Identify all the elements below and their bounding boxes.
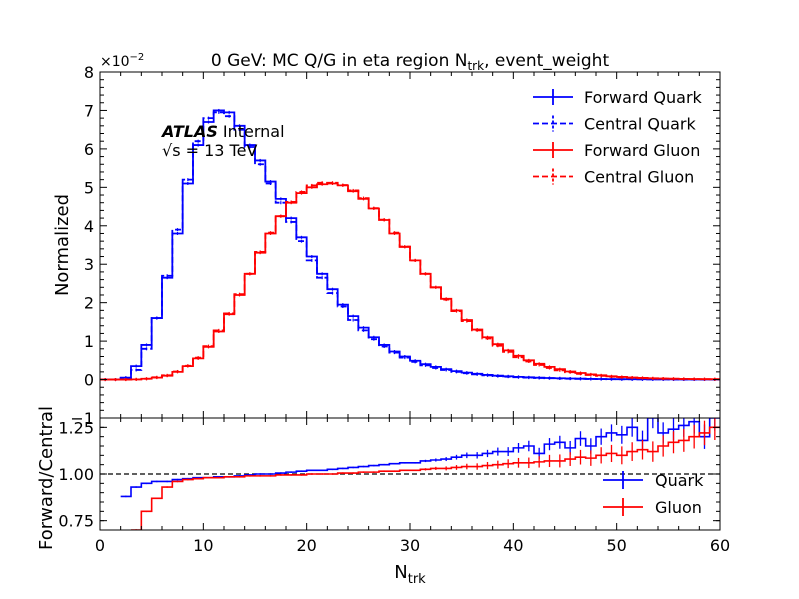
ratio-y-tick-label: 0.75 (58, 512, 94, 531)
ratio-legend-entry: Gluon (603, 498, 702, 517)
y-tick-label: 2 (84, 294, 94, 313)
y-tick-label: −1 (70, 409, 94, 428)
series-forward-gluon (100, 181, 720, 382)
ratio-y-tick-label: 1.25 (58, 418, 94, 437)
y-tick-label: 3 (84, 255, 94, 274)
main-legend: Forward Quark Central Quark Forward Gluon C… (533, 88, 703, 187)
energy-label: √s = 13 TeV (162, 141, 257, 160)
x-tick-label: 20 (296, 536, 316, 555)
y-axis-label: Normalized (52, 194, 73, 296)
main-panel: −1 0 1 2 3 4 5 6 7 8 (70, 63, 721, 428)
legend-label: Central Quark (584, 115, 696, 134)
ratio-line (120, 418, 720, 498)
y-tick-label: 0 (84, 371, 94, 390)
x-axis-label: Ntrk (394, 562, 426, 587)
y-tick-label: 5 (84, 178, 94, 197)
chart-title: 0 GeV: MC Q/G in eta region Ntrk, event_… (211, 51, 610, 73)
y-tick-label: 6 (84, 140, 94, 159)
x-tick-label: 30 (400, 536, 420, 555)
series-line (100, 182, 720, 381)
ratio-panel-frame (99, 417, 721, 531)
legend-label: Quark (655, 471, 704, 490)
x-tick-label: 40 (503, 536, 523, 555)
y-tick-label: 8 (84, 63, 94, 82)
legend-entry: Central Gluon (533, 168, 694, 187)
ratio-legend: Quark Gluon (603, 471, 704, 517)
ratio-y-axis-label: Forward/Central (36, 406, 57, 550)
ratio-panel: 0.75 1.00 1.25 0 10 20 30 40 50 60 (58, 417, 730, 555)
ratio-y-tick-label: 1.00 (58, 465, 94, 484)
y-tick-label: 4 (84, 217, 94, 236)
atlas-label: ATLAS Internal (160, 122, 285, 141)
legend-label: Forward Quark (584, 88, 703, 107)
legend-entry: Central Quark (533, 115, 696, 134)
ratio-legend-entry: Quark (603, 471, 704, 490)
series-line (100, 111, 720, 381)
y-tick-label: 7 (84, 101, 94, 120)
legend-label: Forward Gluon (584, 141, 700, 160)
series-line (100, 181, 720, 381)
legend-label: Gluon (655, 498, 702, 517)
x-tick-label: 60 (710, 536, 730, 555)
y-tick-label: 1 (84, 332, 94, 351)
x-tick-label: 0 (95, 536, 105, 555)
legend-entry: Forward Quark (533, 88, 703, 107)
ratio-line (131, 426, 720, 530)
legend-entry: Forward Gluon (533, 141, 700, 160)
legend-label: Central Gluon (584, 168, 694, 187)
series-central-gluon (100, 181, 720, 382)
y-scale-factor: ×10−2 (100, 52, 144, 70)
x-tick-label: 50 (606, 536, 626, 555)
x-tick-label: 10 (193, 536, 213, 555)
